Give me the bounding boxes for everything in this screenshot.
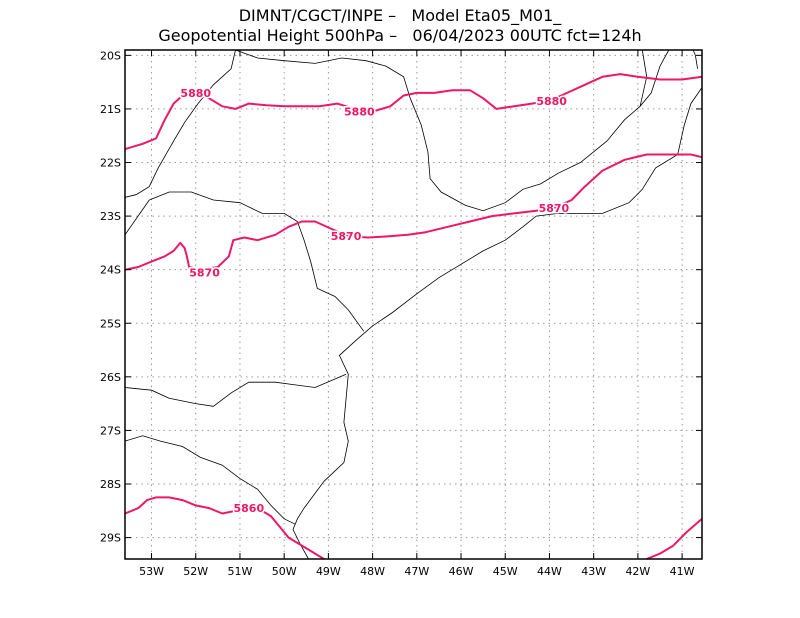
lat-tick-label: 29S — [100, 532, 121, 545]
contour-5860 — [646, 518, 703, 560]
lon-tick-label: 43W — [581, 565, 606, 578]
state-boundaries — [124, 49, 703, 560]
map-title-line2: Geopotential Height 500hPa – 06/04/2023 … — [158, 26, 642, 45]
lat-tick-label: 27S — [100, 424, 121, 437]
height-contours — [124, 73, 703, 560]
lon-tick-label: 51W — [228, 565, 253, 578]
contour-label: 5860 — [233, 502, 264, 515]
lat-tick-label: 20S — [100, 49, 121, 62]
border-sp-pr — [149, 191, 365, 332]
border-ms-pr-west — [124, 199, 150, 236]
contour-label: 5870 — [331, 230, 362, 243]
contour-5880 — [124, 73, 703, 151]
lat-tick-label: 21S — [100, 103, 121, 116]
border-mg-es — [639, 49, 648, 107]
lat-tick-label: 28S — [100, 478, 121, 491]
lat-tick-label: 22S — [100, 157, 121, 170]
lon-tick-label: 42W — [625, 565, 650, 578]
lat-tick-label: 25S — [100, 317, 121, 330]
contour-label: 5880 — [536, 95, 567, 108]
lon-tick-label: 48W — [360, 565, 385, 578]
border-sp-mg-north — [235, 49, 670, 212]
axis-ticks: 53W 52W 51W 50W 49W 48W 47W 46W 45W 44W 43W 42W 41W 2… — [100, 49, 702, 578]
contour-labels: 5880 5880 5880 5870 5870 5870 5860 — [179, 85, 571, 516]
lat-tick-label: 24S — [100, 264, 121, 277]
map-frame — [124, 49, 703, 560]
contour-label: 5880 — [180, 87, 211, 100]
border-ms-sp — [124, 49, 236, 198]
lon-tick-label: 49W — [316, 565, 341, 578]
lat-tick-label: 26S — [100, 371, 121, 384]
border-east-cap — [692, 49, 698, 69]
lon-tick-label: 53W — [139, 565, 164, 578]
lon-tick-label: 41W — [670, 565, 695, 578]
lon-tick-label: 47W — [404, 565, 429, 578]
lon-tick-label: 46W — [449, 565, 474, 578]
lat-tick-label: 23S — [100, 210, 121, 223]
map-title-line1: DIMNT/CGCT/INPE – Model Eta05_M01_ — [238, 6, 562, 25]
border-pr-sc — [124, 373, 347, 407]
contour-label: 5870 — [539, 202, 570, 215]
lon-tick-label: 45W — [493, 565, 518, 578]
lon-tick-label: 44W — [537, 565, 562, 578]
lon-tick-label: 52W — [183, 565, 208, 578]
lon-tick-label: 50W — [272, 565, 297, 578]
border-sc-rs — [124, 435, 296, 525]
contour-5860 — [124, 496, 325, 560]
contour-label: 5880 — [344, 106, 375, 119]
coastline — [292, 87, 703, 560]
contour-5870 — [124, 153, 703, 271]
graticule — [125, 50, 702, 559]
contour-label: 5870 — [189, 266, 220, 279]
